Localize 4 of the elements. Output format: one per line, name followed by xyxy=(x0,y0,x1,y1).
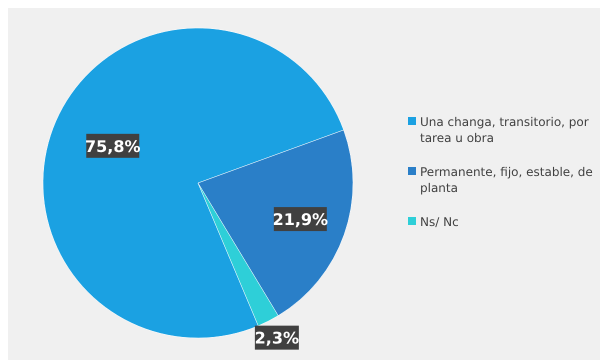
data-label: 2,3% xyxy=(254,328,300,348)
legend-label: Una changa, transitorio, por tarea u obra xyxy=(420,115,589,145)
legend-label: Ns/ Nc xyxy=(420,215,459,229)
legend-label: Permanente, fijo, estable, de planta xyxy=(420,165,593,195)
